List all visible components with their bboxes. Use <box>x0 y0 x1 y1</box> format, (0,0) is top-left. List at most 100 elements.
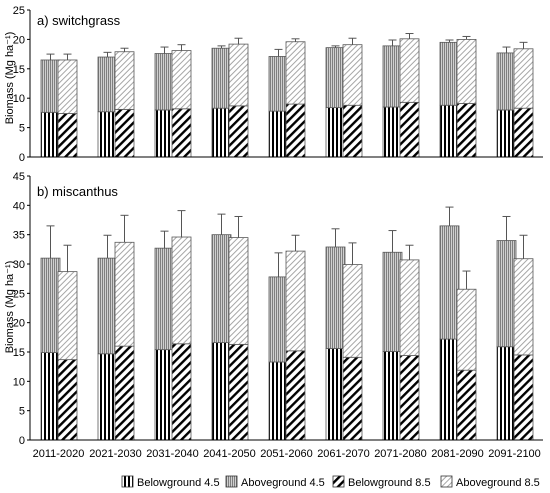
bar-aboveground-miscanthus-2081-2090-85 <box>456 288 477 371</box>
y-tick-label: 20 <box>13 34 25 46</box>
legend-label-belowground-85: Belowground 8.5 <box>348 477 431 489</box>
y-tick-label: 25 <box>13 288 25 300</box>
legend-label-aboveground-45: Aboveground 4.5 <box>241 477 325 489</box>
bar-aboveground-miscanthus-2031-2040-45 <box>154 247 175 351</box>
bar-aboveground-switchgrass-2041-2050-85 <box>228 43 249 107</box>
y-tick-label: 35 <box>13 230 25 242</box>
bar-belowground-miscanthus-2081-2090-85 <box>456 369 477 441</box>
bar-belowground-miscanthus-2041-2050-85 <box>228 343 249 441</box>
bar-aboveground-switchgrass-2011-2020-45 <box>40 59 61 113</box>
y-tick-label: 15 <box>13 347 25 359</box>
bar-belowground-miscanthus-2051-2060-85 <box>285 350 306 441</box>
bar-belowground-switchgrass-2041-2050-85 <box>228 105 249 158</box>
bar-belowground-miscanthus-2081-2090-45 <box>439 338 460 441</box>
legend-item-aboveground-45: Aboveground 4.5 <box>225 475 325 489</box>
bar-belowground-switchgrass-2021-2030-45 <box>97 111 118 158</box>
bar-belowground-switchgrass-2011-2020-45 <box>40 111 61 158</box>
bar-belowground-switchgrass-2091-2100-85 <box>513 107 534 158</box>
y-tick-labels-switchgrass: 0 5 10 15 20 25 <box>13 5 30 164</box>
legend-swatch-aboveground-45 <box>225 475 238 488</box>
bar-aboveground-miscanthus-2091-2100-45 <box>496 240 517 348</box>
x-category-label: 2061-2070 <box>317 448 370 460</box>
bar-belowground-switchgrass-2091-2100-45 <box>496 109 517 158</box>
bar-belowground-switchgrass-2051-2060-45 <box>268 110 289 158</box>
bar-belowground-miscanthus-2091-2100-45 <box>496 346 517 441</box>
legend-swatch-belowground-45 <box>121 475 134 488</box>
panel-title-switchgrass: a) switchgrass <box>37 13 121 28</box>
bar-aboveground-miscanthus-2041-2050-85 <box>228 237 249 345</box>
legend-label-aboveground-85: Aboveground 8.5 <box>456 477 540 489</box>
bar-belowground-miscanthus-2011-2020-45 <box>40 352 61 441</box>
x-category-label: 2091-2100 <box>488 448 541 460</box>
bar-aboveground-switchgrass-2091-2100-45 <box>496 52 517 111</box>
bar-aboveground-miscanthus-2011-2020-85 <box>57 271 78 361</box>
y-tick-label: 5 <box>19 123 25 135</box>
bar-belowground-switchgrass-2011-2020-85 <box>57 113 78 158</box>
bar-aboveground-switchgrass-2061-2070-45 <box>325 47 346 109</box>
bar-aboveground-miscanthus-2071-2080-85 <box>399 259 420 356</box>
y-tick-label: 10 <box>13 93 25 105</box>
bar-belowground-switchgrass-2061-2070-45 <box>325 107 346 158</box>
bar-belowground-miscanthus-2091-2100-85 <box>513 354 534 441</box>
x-category-label: 2081-2090 <box>431 448 484 460</box>
x-category-label: 2021-2030 <box>89 448 142 460</box>
y-axis-label-switchgrass: Biomass (Mg ha⁻¹) <box>4 32 16 125</box>
x-category-label: 2031-2040 <box>146 448 199 460</box>
bar-aboveground-miscanthus-2081-2090-45 <box>439 225 460 340</box>
bar-belowground-miscanthus-2041-2050-45 <box>211 342 232 441</box>
panel-title-miscanthus: b) miscanthus <box>37 184 118 199</box>
legend-item-belowground-45: Belowground 4.5 <box>121 475 220 489</box>
bar-aboveground-switchgrass-2051-2060-85 <box>285 41 306 105</box>
bar-aboveground-switchgrass-2081-2090-45 <box>439 41 460 106</box>
bar-aboveground-switchgrass-2071-2080-45 <box>382 45 403 108</box>
bar-belowground-switchgrass-2081-2090-45 <box>439 104 460 158</box>
panel-miscanthus: Biomass (Mg ha⁻¹) 0 5 10 15 20 25 30 35 40 45 b) … <box>4 171 543 447</box>
bar-belowground-switchgrass-2071-2080-45 <box>382 106 403 158</box>
bars-miscanthus <box>40 206 534 441</box>
bar-belowground-switchgrass-2071-2080-85 <box>399 101 420 158</box>
legend-swatch-belowground-85 <box>332 475 345 488</box>
bar-aboveground-miscanthus-2061-2070-45 <box>325 246 346 349</box>
bar-belowground-miscanthus-2051-2060-45 <box>268 361 289 441</box>
bar-aboveground-miscanthus-2031-2040-85 <box>171 236 192 345</box>
bar-aboveground-miscanthus-2051-2060-85 <box>285 250 306 352</box>
bar-belowground-miscanthus-2061-2070-45 <box>325 348 346 441</box>
legend-item-aboveground-85: Aboveground 8.5 <box>440 475 540 489</box>
bar-aboveground-switchgrass-2031-2040-45 <box>154 53 175 111</box>
bar-belowground-switchgrass-2051-2060-85 <box>285 103 306 158</box>
bar-aboveground-switchgrass-2041-2050-45 <box>211 47 232 109</box>
bar-belowground-miscanthus-2071-2080-85 <box>399 355 420 441</box>
bar-aboveground-miscanthus-2041-2050-45 <box>211 234 232 344</box>
bar-aboveground-switchgrass-2091-2100-85 <box>513 48 534 109</box>
bar-belowground-miscanthus-2021-2030-85 <box>114 345 135 441</box>
bar-aboveground-switchgrass-2021-2030-45 <box>97 56 118 113</box>
bar-aboveground-miscanthus-2021-2030-85 <box>114 241 135 347</box>
bar-aboveground-switchgrass-2071-2080-85 <box>399 38 420 103</box>
bar-belowground-miscanthus-2031-2040-45 <box>154 349 175 441</box>
bar-aboveground-switchgrass-2081-2090-85 <box>456 39 477 104</box>
panel-switchgrass: Biomass (Mg ha⁻¹) 0 5 10 15 20 25 a) switchgr… <box>4 5 543 164</box>
y-tick-label: 15 <box>13 64 25 76</box>
y-tick-label: 0 <box>19 152 25 164</box>
legend-label-belowground-45: Belowground 4.5 <box>137 477 220 489</box>
bar-aboveground-miscanthus-2071-2080-45 <box>382 251 403 352</box>
bar-aboveground-switchgrass-2021-2030-85 <box>114 51 135 110</box>
bar-belowground-miscanthus-2021-2030-45 <box>97 353 118 441</box>
legend-swatch-aboveground-85 <box>440 475 453 488</box>
bar-aboveground-miscanthus-2011-2020-45 <box>40 257 61 353</box>
y-tick-label: 0 <box>19 435 25 447</box>
x-category-label: 2071-2080 <box>374 448 427 460</box>
bar-belowground-switchgrass-2061-2070-85 <box>342 104 363 158</box>
x-category-labels: 2011-2020 2021-2030 2031-2040 2041-2050 2051… <box>33 448 541 460</box>
legend: Belowground 4.5 Aboveground 4.5 Belowgro… <box>121 475 540 489</box>
bar-aboveground-miscanthus-2021-2030-45 <box>97 257 118 355</box>
bar-aboveground-miscanthus-2051-2060-45 <box>268 276 289 363</box>
bar-belowground-miscanthus-2031-2040-85 <box>171 343 192 441</box>
y-tick-label: 10 <box>13 376 25 388</box>
y-tick-labels-miscanthus: 0 5 10 15 20 25 30 35 40 45 <box>13 171 30 447</box>
x-category-label: 2051-2060 <box>260 448 313 460</box>
bar-aboveground-switchgrass-2011-2020-85 <box>57 59 78 114</box>
y-tick-label: 20 <box>13 318 25 330</box>
bar-belowground-miscanthus-2071-2080-45 <box>382 351 403 441</box>
